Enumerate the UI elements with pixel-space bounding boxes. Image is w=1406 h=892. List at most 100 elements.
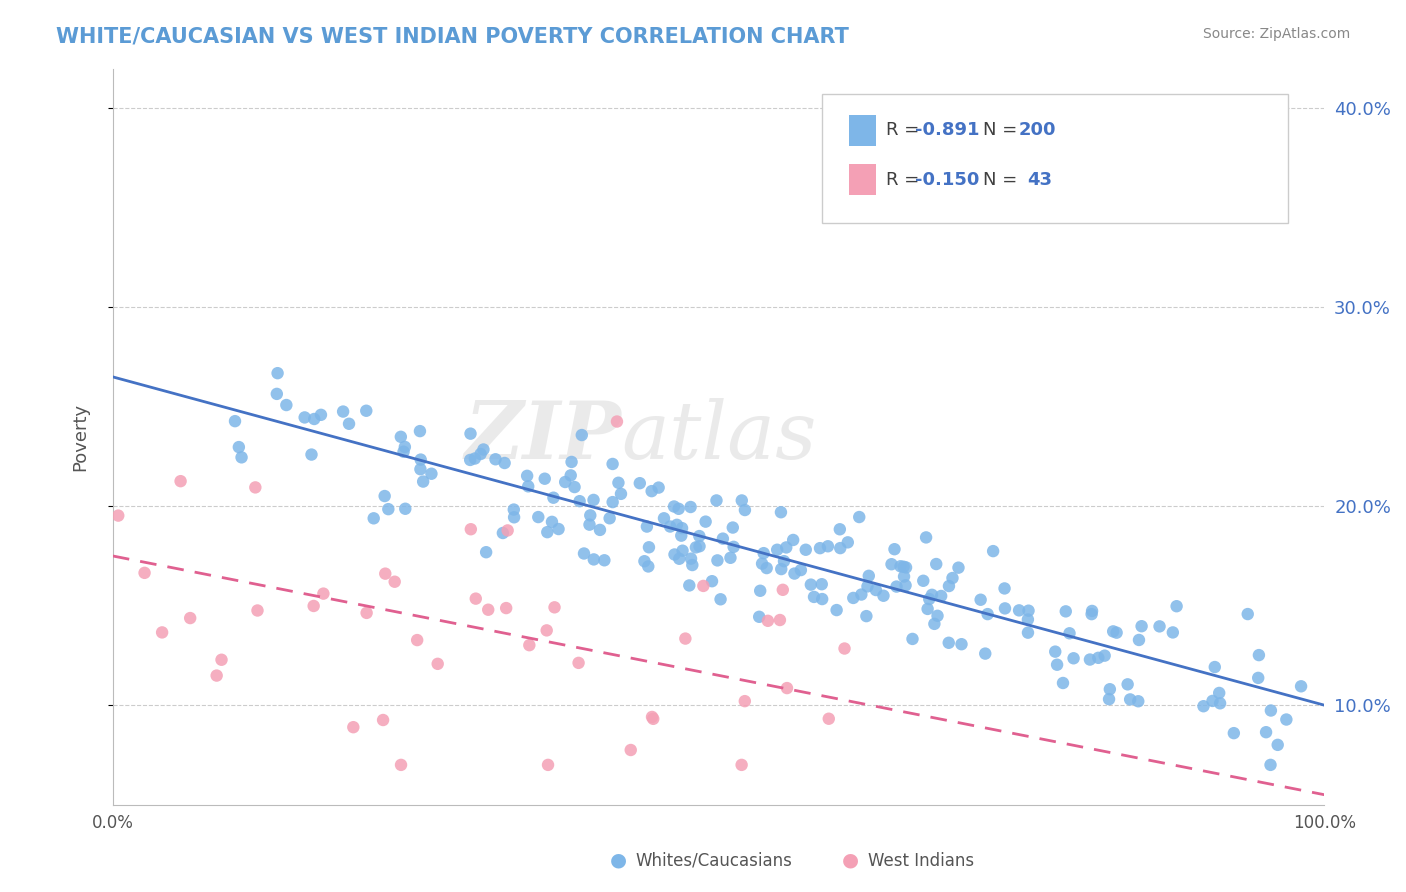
Point — [782, 533, 804, 547]
Point — [394, 501, 416, 516]
Point — [337, 417, 360, 431]
Point — [537, 757, 560, 772]
Point — [561, 455, 583, 469]
Point — [938, 579, 960, 593]
Text: atlas: atlas — [621, 398, 817, 475]
Point — [830, 541, 852, 555]
Point — [389, 430, 412, 444]
Point — [516, 468, 538, 483]
Point — [211, 653, 233, 667]
Point — [384, 574, 406, 589]
Point — [332, 404, 354, 418]
Point — [1102, 624, 1125, 639]
Point — [894, 560, 917, 574]
Point — [374, 566, 396, 581]
Point — [392, 444, 415, 458]
Point — [901, 632, 924, 646]
Text: Source: ZipAtlas.com: Source: ZipAtlas.com — [1202, 27, 1350, 41]
Point — [543, 491, 565, 505]
Point — [536, 525, 558, 540]
Point — [406, 633, 429, 648]
Point — [246, 603, 269, 617]
Point — [671, 521, 693, 535]
Point — [301, 448, 323, 462]
Point — [883, 542, 905, 557]
Point — [572, 547, 595, 561]
Point — [503, 510, 526, 524]
Point — [1260, 704, 1282, 718]
Point — [460, 426, 482, 441]
Point — [685, 541, 707, 555]
Point — [924, 616, 946, 631]
Point — [1063, 651, 1085, 665]
Point — [363, 511, 385, 525]
Point — [484, 452, 506, 467]
Point — [607, 475, 630, 490]
Point — [599, 511, 621, 525]
FancyBboxPatch shape — [821, 95, 1288, 223]
Point — [775, 541, 797, 555]
Point — [678, 578, 700, 592]
Point — [475, 545, 498, 559]
Point — [1247, 648, 1270, 662]
Point — [536, 624, 558, 638]
Point — [749, 583, 772, 598]
Point — [773, 554, 796, 568]
Point — [394, 440, 416, 454]
Point — [1017, 625, 1039, 640]
Text: WHITE/CAUCASIAN VS WEST INDIAN POVERTY CORRELATION CHART: WHITE/CAUCASIAN VS WEST INDIAN POVERTY C… — [56, 27, 849, 46]
Point — [492, 526, 515, 541]
Point — [1098, 682, 1121, 697]
Point — [568, 656, 591, 670]
Point — [950, 637, 973, 651]
Point — [659, 519, 682, 533]
Point — [464, 591, 486, 606]
Point — [1267, 738, 1289, 752]
Point — [640, 484, 662, 499]
Point — [688, 529, 710, 543]
Point — [837, 535, 859, 549]
Point — [689, 539, 711, 553]
Point — [409, 424, 432, 438]
Point — [502, 502, 524, 516]
Point — [711, 532, 734, 546]
Point — [302, 599, 325, 613]
Point — [1059, 626, 1081, 640]
Text: ●: ● — [842, 851, 859, 870]
Point — [938, 636, 960, 650]
Point — [695, 515, 717, 529]
Point — [664, 548, 686, 562]
Point — [776, 681, 799, 695]
Point — [628, 476, 651, 491]
Point — [1087, 650, 1109, 665]
Point — [412, 475, 434, 489]
Point — [472, 442, 495, 457]
Point — [169, 474, 191, 488]
Point — [602, 457, 624, 471]
Point — [1209, 696, 1232, 710]
Point — [723, 540, 745, 554]
Point — [1119, 692, 1142, 706]
Point — [994, 601, 1017, 615]
Point — [673, 632, 696, 646]
Point — [772, 582, 794, 597]
Point — [1247, 671, 1270, 685]
Point — [464, 451, 486, 466]
Text: West Indians: West Indians — [868, 852, 973, 870]
Point — [889, 559, 911, 574]
Point — [917, 602, 939, 616]
Point — [828, 522, 851, 536]
Point — [638, 541, 661, 555]
Point — [679, 500, 702, 514]
Point — [929, 589, 952, 603]
Point — [356, 403, 378, 417]
Text: Whites/Caucasians: Whites/Caucasians — [636, 852, 793, 870]
Point — [205, 668, 228, 682]
Point — [1166, 599, 1188, 614]
Point — [1208, 686, 1230, 700]
Point — [720, 550, 742, 565]
Point — [848, 510, 870, 524]
Point — [1254, 725, 1277, 739]
Point — [709, 592, 731, 607]
Point — [731, 493, 754, 508]
